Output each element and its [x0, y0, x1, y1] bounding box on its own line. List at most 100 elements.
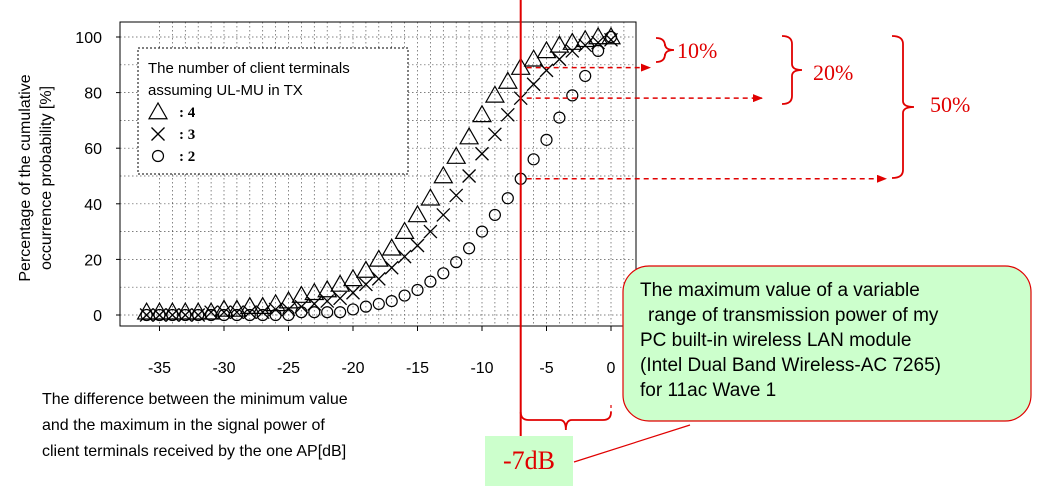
x-axis-label-line3: client terminals received by the one AP[… — [42, 443, 347, 460]
data-point-x — [436, 207, 451, 222]
y-tick-label: 20 — [84, 252, 102, 269]
curly-brace — [655, 37, 675, 63]
data-point-triangle — [536, 40, 557, 59]
data-point-x — [397, 249, 412, 264]
y-tick-label: 60 — [84, 141, 102, 158]
data-point-circle — [295, 306, 308, 319]
chart-grid — [120, 22, 636, 326]
y-tick-label: 80 — [84, 86, 102, 103]
x-axis-label-line2: and the maximum in the signal power of — [42, 417, 325, 434]
data-point-circle — [579, 69, 592, 83]
x-tick-label: -35 — [148, 360, 171, 377]
callout-line3: PC built-in wireless LAN module — [640, 330, 912, 351]
data-point-circle — [411, 283, 424, 297]
data-point-x — [487, 127, 502, 142]
data-point-circle — [385, 295, 398, 308]
data-point-x — [462, 169, 477, 183]
data-point-x — [204, 305, 219, 320]
data-point-triangle — [381, 238, 402, 256]
data-point-triangle — [446, 146, 467, 164]
data-point-x — [552, 52, 567, 67]
series-circle — [140, 30, 618, 322]
data-point-x — [165, 308, 180, 322]
data-point-x — [565, 43, 580, 58]
y-tick-label: 40 — [84, 197, 102, 214]
data-point-triangle — [471, 104, 493, 123]
data-point-circle — [527, 153, 540, 166]
y-axis-label-line1: Percentage of the cumulative — [17, 74, 34, 281]
legend-title-line1: The number of client terminals — [148, 60, 350, 77]
x-tick-label: -30 — [212, 360, 235, 377]
data-point-circle — [398, 289, 411, 302]
data-point-triangle — [497, 71, 518, 89]
data-point-circle — [334, 306, 347, 319]
legend-label: : 3 — [176, 127, 195, 143]
data-point-circle — [450, 256, 463, 269]
data-point-triangle — [433, 165, 454, 184]
data-point-circle — [269, 308, 282, 322]
y-axis-label: Percentage of the cumulative occurrence … — [17, 74, 55, 281]
x-tick-label: -5 — [539, 360, 553, 377]
legend-marker-triangle — [147, 101, 169, 120]
data-point-x — [539, 63, 554, 78]
legend: The number of client terminals assuming … — [137, 47, 409, 175]
data-point-x — [384, 260, 399, 275]
data-point-triangle — [355, 260, 376, 278]
data-point-circle — [192, 308, 205, 322]
data-point-triangle — [278, 290, 299, 309]
data-point-x — [475, 146, 489, 161]
data-point-circle — [424, 275, 437, 288]
curly-brace — [781, 35, 803, 105]
callout-line4: (Intel Dual Band Wireless-AC 7265) — [640, 355, 941, 376]
data-point-x — [320, 294, 335, 309]
data-point-circle — [243, 308, 256, 322]
percent-label-50: 50% — [930, 92, 971, 117]
data-point-circle — [540, 133, 553, 146]
data-point-circle — [488, 208, 501, 222]
data-point-circle — [463, 242, 476, 255]
y-tick-label: 100 — [75, 30, 102, 47]
y-axis-label-line2: occurrence probability [%] — [38, 86, 55, 270]
data-point-circle — [230, 308, 243, 322]
data-point-x — [178, 308, 193, 322]
percent-label-10: 10% — [677, 38, 718, 63]
data-point-x — [526, 77, 541, 92]
data-point-x — [217, 305, 231, 320]
data-point-circle — [566, 89, 579, 102]
data-point-triangle — [330, 274, 351, 292]
data-point-triangle — [317, 279, 338, 298]
data-point-triangle — [239, 296, 260, 315]
data-point-x — [255, 305, 270, 320]
data-point-x — [410, 238, 425, 253]
x-tick-label: -25 — [277, 360, 300, 377]
curly-brace — [891, 35, 915, 179]
legend-marker-circle — [151, 149, 165, 163]
x-axis-label: The difference between the minimum value… — [42, 387, 472, 465]
data-point-x — [191, 308, 206, 322]
data-series — [136, 26, 622, 322]
annotations — [519, 0, 915, 463]
data-point-circle — [153, 308, 166, 322]
data-point-circle — [604, 30, 618, 44]
percent-label-20: 20% — [813, 60, 854, 85]
data-point-circle — [591, 44, 605, 58]
data-point-triangle — [562, 32, 583, 50]
data-point-x — [423, 224, 438, 239]
callout-line5: for 11ac Wave 1 — [640, 380, 777, 401]
range-brace — [519, 411, 612, 431]
data-point-circle — [553, 111, 566, 124]
data-point-x — [371, 271, 386, 286]
data-point-circle — [166, 308, 179, 322]
data-point-triangle — [291, 285, 312, 303]
data-point-circle — [217, 308, 231, 322]
data-point-x — [139, 308, 154, 322]
legend-label: : 4 — [176, 105, 196, 121]
reference-label-box — [485, 436, 573, 486]
callout-pointer — [573, 424, 691, 463]
data-point-circle — [372, 297, 385, 310]
data-point-circle — [321, 306, 334, 319]
x-tick-label: 0 — [607, 360, 616, 377]
callout-bubble — [622, 265, 1032, 422]
y-tick-label: 0 — [93, 308, 102, 325]
